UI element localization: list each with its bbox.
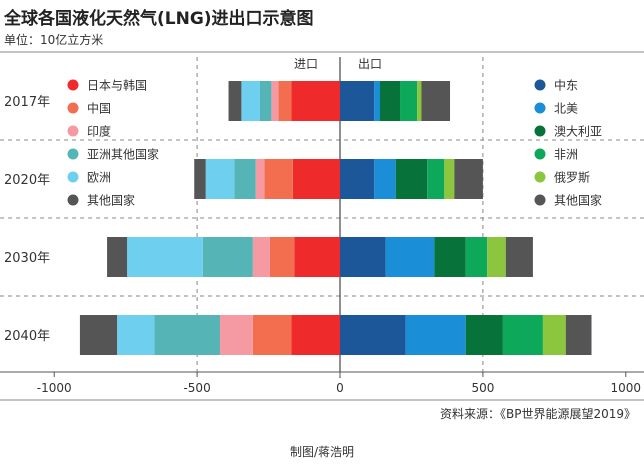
legend-label: 印度 (87, 124, 111, 139)
bars-group (79, 81, 592, 355)
legend-label: 俄罗斯 (554, 171, 590, 185)
bar-export-segment (454, 159, 483, 199)
legend-swatch (67, 171, 79, 183)
bar-import-segment (202, 237, 253, 277)
bar-import-segment (219, 315, 253, 355)
bar-import-segment (252, 237, 270, 277)
x-tick-label: 0 (336, 381, 344, 395)
bar-export-segment (421, 81, 451, 121)
bar-export-segment (405, 315, 466, 355)
legend-label: 其他国家 (87, 193, 135, 208)
bar-export-segment (340, 81, 375, 121)
bar-export-segment (374, 159, 396, 199)
legend-swatch (67, 194, 79, 206)
bar-export-segment (340, 159, 375, 199)
unit-label: 单位：10亿立方米 (4, 32, 103, 47)
bar-import-segment (154, 315, 220, 355)
bar-import-segment (292, 159, 340, 199)
bar-export-segment (427, 159, 445, 199)
bar-import-segment (294, 237, 340, 277)
x-axis-ticks: -1000 -500 0 500 1000 (37, 372, 641, 395)
legend-swatch (534, 194, 546, 206)
bar-import-segment (194, 159, 206, 199)
bar-import-segment (264, 159, 293, 199)
legend-label: 澳大利亚 (554, 125, 602, 139)
bar-export-segment (400, 81, 418, 121)
x-tick-label: 500 (471, 381, 494, 395)
legend-swatch (67, 79, 79, 91)
bar-export-segment (340, 237, 386, 277)
legend-swatch (67, 102, 79, 114)
bar-import-segment (255, 159, 265, 199)
import-label: 进口 (294, 57, 318, 71)
bar-import-segment (205, 159, 235, 199)
category-label: 2030年 (4, 251, 50, 266)
grid-lines (0, 57, 644, 378)
bar-import-segment (271, 81, 279, 121)
category-labels: 2017年 2020年 2030年 2040年 (4, 95, 50, 344)
bar-export-segment (444, 159, 455, 199)
credit: 制图/蒋浩明 (290, 445, 354, 459)
bar-export-segment (374, 81, 381, 121)
legend-label: 亚洲其他国家 (87, 147, 159, 162)
export-label: 出口 (358, 57, 382, 71)
bar-import-segment (79, 315, 118, 355)
bar-export-segment (395, 159, 428, 199)
legend-label: 欧洲 (87, 171, 111, 185)
bar-import-segment (228, 81, 242, 121)
bar-import-segment (252, 315, 292, 355)
bar-import-segment (259, 81, 272, 121)
legend-label: 非洲 (554, 148, 578, 162)
bar-export-segment (465, 315, 503, 355)
bar-export-segment (434, 237, 466, 277)
bar-import-segment (278, 81, 292, 121)
bar-export-segment (502, 315, 543, 355)
bar-import-segment (127, 237, 203, 277)
x-tick-label: -1000 (37, 381, 72, 395)
bar-import-segment (107, 237, 128, 277)
legend-swatch (67, 125, 79, 137)
bar-export-segment (385, 237, 435, 277)
bar-import-segment (291, 81, 340, 121)
bar-import-segment (291, 315, 340, 355)
bar-import-segment (241, 81, 260, 121)
bar-export-segment (465, 237, 488, 277)
bar-export-segment (487, 237, 506, 277)
x-tick-label: -500 (183, 381, 210, 395)
bar-export-segment (340, 315, 406, 355)
chart-title: 全球各国液化天然气(LNG)进出口示意图 (3, 8, 314, 29)
source-note: 资料来源：《BP世界能源展望2019》 (440, 407, 636, 421)
bar-export-segment (380, 81, 401, 121)
category-label: 2040年 (4, 329, 50, 344)
bar-export-segment (565, 315, 592, 355)
legend-swatch (534, 171, 546, 183)
legend-label: 日本与韩国 (87, 78, 147, 93)
x-tick-label: 1000 (611, 381, 642, 395)
legend-label: 北美 (554, 102, 578, 116)
legend-swatch (534, 148, 546, 160)
legend-swatch (534, 125, 546, 137)
bar-import-segment (234, 159, 256, 199)
bar-import-segment (269, 237, 295, 277)
legend-label: 中国 (87, 101, 111, 116)
legend-label: 中东 (554, 78, 578, 93)
legend-swatch (67, 148, 79, 160)
bar-export-segment (417, 81, 422, 121)
bar-export-segment (542, 315, 566, 355)
legend-swatch (534, 79, 546, 91)
bar-import-segment (117, 315, 155, 355)
legend-swatch (534, 102, 546, 114)
category-label: 2020年 (4, 173, 50, 188)
legend-label: 其他国家 (554, 193, 602, 208)
category-label: 2017年 (4, 95, 50, 110)
bar-export-segment (505, 237, 533, 277)
